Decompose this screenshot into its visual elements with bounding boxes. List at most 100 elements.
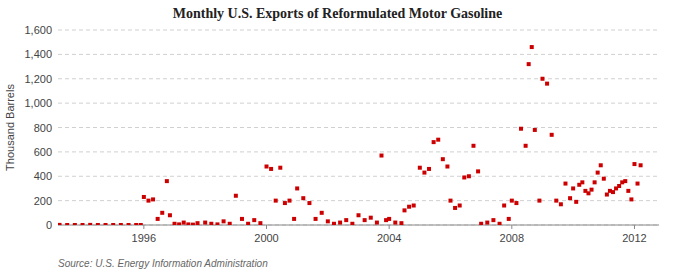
point — [278, 166, 282, 170]
point — [559, 202, 563, 206]
x-tick — [634, 225, 635, 229]
x-tick-label: 2008 — [500, 232, 524, 244]
point — [527, 62, 531, 66]
point — [458, 204, 462, 208]
y-tick-label: 800 — [34, 122, 52, 134]
y-axis-label: Thousand Barrels — [4, 84, 16, 171]
y-tick-label: 200 — [34, 195, 52, 207]
x-tick-label: 2004 — [377, 232, 401, 244]
point — [314, 217, 318, 221]
point — [533, 128, 537, 132]
point — [142, 195, 146, 199]
y-tick-label: 400 — [34, 170, 52, 182]
point — [432, 140, 436, 144]
y-tick-label: 1,200 — [24, 73, 52, 85]
y-tick-label: 1,000 — [24, 97, 52, 109]
point — [156, 217, 160, 221]
point — [441, 157, 445, 161]
point — [265, 165, 269, 169]
grid-line — [58, 78, 659, 79]
point — [580, 180, 584, 184]
point — [393, 221, 397, 225]
point — [369, 216, 373, 220]
point — [165, 179, 169, 183]
point — [332, 222, 336, 225]
point — [467, 174, 471, 178]
point — [350, 222, 354, 225]
x-tick-label: 2000 — [254, 232, 278, 244]
point — [196, 221, 200, 225]
point — [146, 199, 150, 203]
point — [471, 144, 475, 148]
point — [58, 223, 62, 225]
point — [186, 222, 190, 225]
point — [119, 223, 123, 225]
point — [448, 199, 452, 203]
points — [58, 45, 643, 225]
point — [636, 182, 640, 186]
point — [288, 199, 292, 203]
point — [596, 171, 600, 175]
point — [593, 180, 597, 184]
x-tick — [143, 225, 144, 229]
point — [514, 201, 518, 205]
point — [590, 188, 594, 192]
point — [418, 166, 422, 170]
point — [485, 221, 489, 225]
point — [246, 222, 250, 225]
point — [363, 218, 367, 222]
point — [476, 169, 480, 173]
point — [357, 213, 361, 217]
point — [387, 217, 391, 221]
chart: Monthly U.S. Exports of Reformulated Mot… — [0, 0, 675, 275]
x-axis-line — [58, 225, 659, 226]
point — [104, 223, 108, 225]
point — [127, 223, 131, 225]
point — [639, 163, 643, 167]
point — [510, 199, 514, 203]
grid-line — [58, 30, 659, 31]
point — [295, 186, 299, 190]
y-tick-label: 1,400 — [24, 48, 52, 60]
point — [88, 223, 92, 225]
point — [629, 197, 633, 201]
grid-line — [58, 176, 659, 177]
point — [252, 218, 256, 222]
point — [571, 186, 575, 190]
point — [228, 222, 232, 225]
x-tick — [266, 225, 267, 229]
point — [605, 193, 609, 197]
point — [427, 167, 431, 171]
point — [537, 199, 541, 203]
point — [258, 221, 262, 225]
point — [491, 218, 495, 222]
point — [379, 154, 383, 158]
point — [412, 204, 416, 208]
y-tick-label: 600 — [34, 146, 52, 158]
point — [436, 138, 440, 142]
point — [320, 211, 324, 215]
point — [215, 222, 219, 225]
point — [519, 127, 523, 131]
point — [586, 191, 590, 195]
y-tick-label: 0 — [46, 219, 52, 231]
point — [73, 223, 77, 225]
point — [81, 223, 85, 225]
point — [160, 211, 164, 215]
point — [344, 218, 348, 222]
point — [399, 221, 403, 225]
point — [283, 201, 287, 205]
point — [191, 223, 195, 225]
point — [234, 194, 238, 198]
title: Monthly U.S. Exports of Reformulated Mot… — [173, 6, 503, 21]
point — [274, 199, 278, 203]
grid-line — [58, 127, 659, 128]
point — [568, 196, 572, 200]
source: Source: U.S. Energy Information Administ… — [58, 258, 268, 269]
point — [498, 222, 502, 225]
point — [96, 223, 100, 225]
point — [326, 219, 330, 223]
point — [269, 167, 273, 171]
point — [632, 162, 636, 166]
point — [182, 221, 186, 225]
